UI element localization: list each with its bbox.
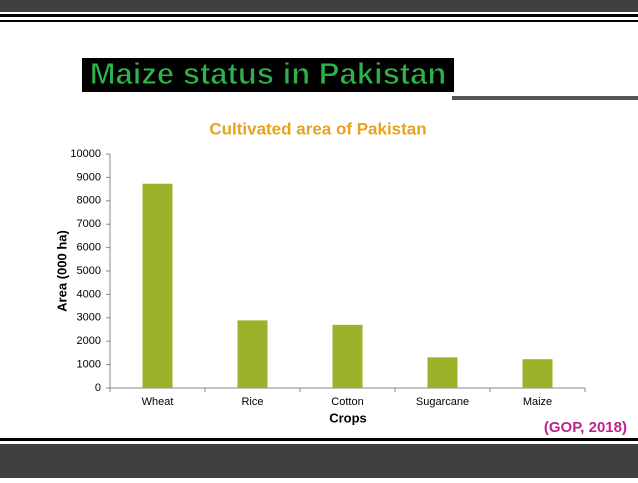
bottom-line (0, 438, 638, 441)
x-tick-label: Sugarcane (416, 396, 469, 408)
y-tick-label: 3000 (77, 312, 101, 324)
y-tick-label: 6000 (77, 242, 101, 254)
bottom-band (0, 444, 638, 478)
top-line (0, 20, 638, 22)
y-tick-label: 9000 (77, 171, 101, 183)
y-tick-label: 2000 (77, 335, 101, 347)
slide-title: Maize status in Pakistan (90, 56, 447, 91)
x-axis-label: Crops (329, 410, 367, 425)
title-rule (452, 96, 638, 100)
x-tick-label: Maize (523, 396, 552, 408)
y-tick-label: 1000 (77, 359, 101, 371)
chart-title: Cultivated area of Pakistan (209, 119, 426, 138)
x-tick-label: Rice (241, 396, 263, 408)
top-line (0, 14, 638, 17)
y-tick-label: 0 (95, 382, 101, 394)
y-tick-label: 4000 (77, 288, 101, 300)
title-box (82, 58, 454, 92)
y-tick-label: 8000 (77, 195, 101, 207)
y-tick-label: 5000 (77, 265, 101, 277)
bar (522, 359, 553, 388)
y-tick-label: 7000 (77, 218, 101, 230)
x-tick-label: Cotton (331, 396, 363, 408)
bar (142, 183, 173, 388)
bar (237, 320, 268, 388)
bar (427, 357, 458, 388)
y-tick-label: 10000 (70, 148, 101, 160)
bar (332, 324, 363, 388)
source: (GOP, 2018) (544, 419, 627, 436)
top-band (0, 0, 638, 12)
y-axis-label: Area (000 ha) (54, 230, 69, 312)
x-tick-label: Wheat (142, 396, 174, 408)
